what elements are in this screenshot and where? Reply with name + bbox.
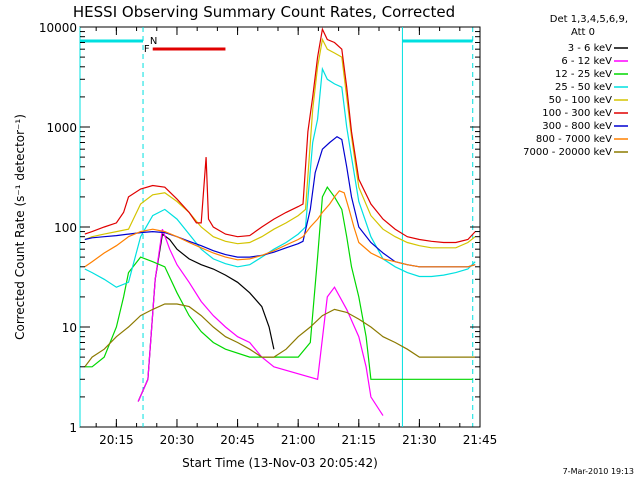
x-tick-label: 21:45 — [463, 433, 498, 447]
series-line-800-7000-kev — [84, 190, 476, 268]
series-line-6-12-kev — [137, 228, 384, 416]
series-line-25-50-kev — [84, 66, 476, 288]
legend-label: 300 - 800 keV — [542, 121, 612, 132]
x-tick-label: 20:45 — [220, 433, 255, 447]
y-tick-label: 100 — [54, 221, 77, 235]
x-tick-label: 20:30 — [160, 433, 195, 447]
legend-label: 800 - 7000 keV — [536, 134, 612, 145]
y-tick-label: 10 — [62, 321, 77, 335]
x-tick-label: 21:30 — [402, 433, 437, 447]
y-tick-label: 1000 — [46, 121, 77, 135]
legend-label: 7000 - 20000 keV — [523, 147, 612, 158]
night-marker-label: N — [150, 36, 157, 47]
legend-header-line-1: Det 1,3,4,5,6,9, — [550, 14, 628, 25]
x-tick-label: 21:15 — [341, 433, 376, 447]
series-line-50-100-kev — [84, 37, 476, 249]
legend-label: 6 - 12 keV — [561, 56, 612, 67]
legend-label: 50 - 100 keV — [549, 95, 613, 106]
flare-marker-label: F — [144, 44, 150, 55]
x-axis-label: Start Time (13-Nov-03 20:05:42) — [182, 456, 378, 470]
y-tick-label: 10000 — [39, 21, 77, 35]
x-tick-label: 21:00 — [281, 433, 316, 447]
legend-label: 12 - 25 keV — [555, 69, 612, 80]
y-tick-label: 1 — [69, 421, 77, 435]
date-stamp: 7-Mar-2010 19:13 — [563, 467, 634, 476]
data-series — [84, 27, 476, 416]
series-line-7000-20000-kev — [84, 303, 476, 368]
legend-header-line-2: Att 0 — [571, 27, 595, 38]
legend-label: 25 - 50 keV — [555, 82, 612, 93]
axes: 20:15 20:30 20:45 21:00 21:15 21:30 21:45 1 10 10… — [39, 21, 497, 447]
plot-frame — [79, 26, 481, 428]
chart-title: HESSI Observing Summary Count Rates, Cor… — [73, 3, 455, 21]
legend-label: 3 - 6 keV — [568, 43, 612, 54]
legend-label: 100 - 300 keV — [542, 108, 612, 119]
x-tick-label: 20:15 — [99, 433, 134, 447]
series-line-100-300-kev — [84, 27, 476, 244]
legend: Det 1,3,4,5,6,9, Att 0 3 - 6 keV 6 - 12 k… — [523, 14, 628, 158]
y-axis-label: Corrected Count Rate (s⁻¹ detector⁻¹) — [13, 114, 27, 340]
